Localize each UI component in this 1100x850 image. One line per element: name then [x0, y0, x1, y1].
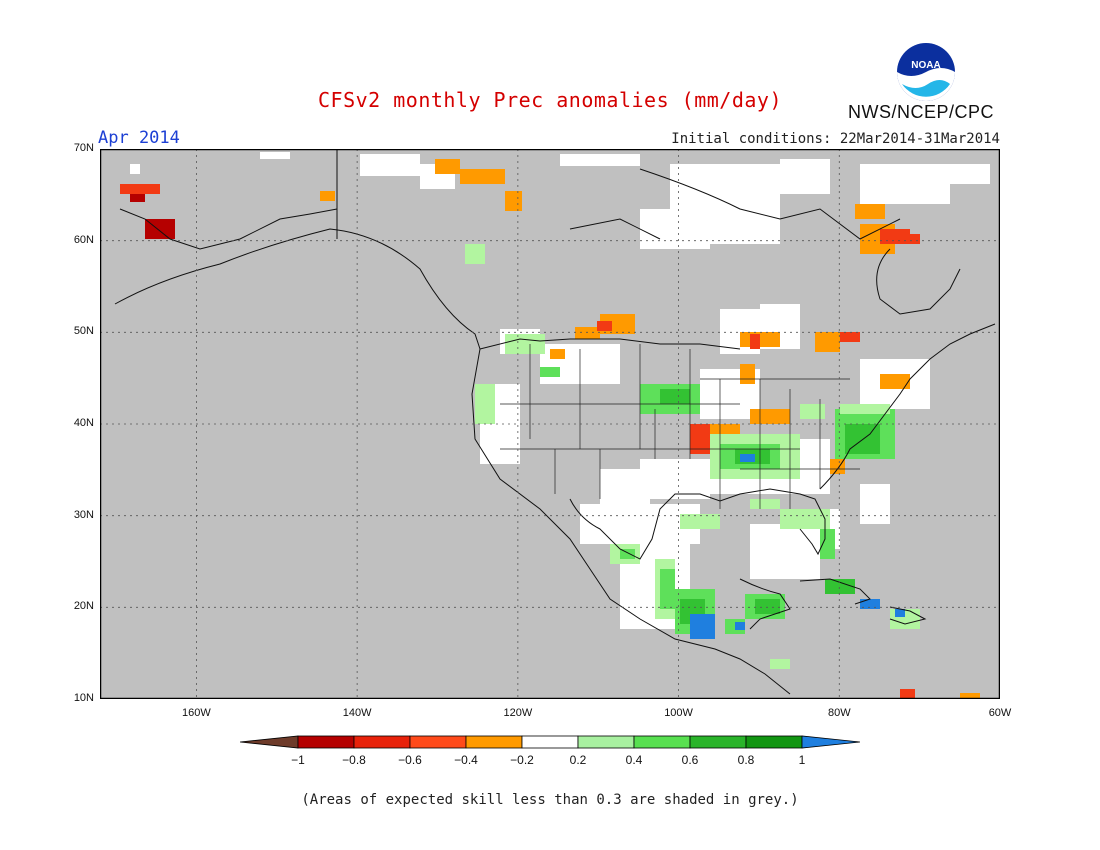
lat-label: 50N	[73, 325, 94, 338]
legend-swatch	[465, 735, 523, 749]
legend-tick-label: −0.8	[342, 753, 366, 767]
legend-tick-label: 0.2	[569, 753, 587, 767]
lat-label: 70N	[73, 142, 94, 154]
legend-tick-label: 0.8	[737, 753, 755, 767]
legend-tick-label: 1	[798, 753, 806, 767]
lon-label: 120W	[503, 707, 533, 719]
lon-label: 80W	[827, 707, 851, 719]
lat-label: 30N	[73, 508, 94, 521]
coastlines	[114, 149, 996, 695]
lon-label: 60W	[988, 707, 1012, 719]
forecast-month: Apr 2014	[98, 128, 180, 148]
legend-swatch	[521, 735, 579, 749]
initial-conditions: Initial conditions: 22Mar2014-31Mar2014	[671, 131, 1000, 147]
legend-swatch	[353, 735, 411, 749]
noaa-logo-icon: NOAA	[897, 43, 955, 101]
lat-label: 20N	[73, 600, 94, 613]
legend-tick-label: −0.6	[398, 753, 422, 767]
lon-label: 160W	[182, 707, 211, 719]
legend-arrow-high	[801, 735, 860, 749]
footnote: (Areas of expected skill less than 0.3 a…	[301, 792, 799, 808]
legend-swatch	[689, 735, 747, 749]
legend-swatch	[409, 735, 467, 749]
agency-label: NWS/NCEP/CPC	[848, 102, 995, 122]
legend-swatch	[297, 735, 355, 749]
legend-swatch	[745, 735, 803, 749]
legend-tick-label: 0.6	[681, 753, 699, 767]
svg-text:NOAA: NOAA	[911, 60, 940, 71]
legend-tick-label: −1	[291, 753, 305, 767]
legend-tick-label: 0.4	[625, 753, 643, 767]
legend-swatch	[577, 735, 635, 749]
legend-swatch	[633, 735, 691, 749]
lon-label: 140W	[342, 707, 372, 719]
positive-anomalies	[130, 164, 920, 669]
legend-tick-label: −0.2	[510, 753, 534, 767]
state-borders	[500, 344, 860, 509]
precip-anomaly-map	[100, 149, 1000, 699]
lat-label: 60N	[73, 233, 94, 246]
legend-tick-label: −0.4	[454, 753, 478, 767]
lat-label: 40N	[73, 417, 94, 429]
lon-label: 100W	[664, 707, 693, 719]
lat-label: 10N	[73, 692, 94, 704]
color-legend	[240, 735, 860, 749]
graticule	[100, 149, 1000, 699]
legend-arrow-low	[240, 735, 299, 749]
chart-title: CFSv2 monthly Prec anomalies (mm/day)	[317, 88, 783, 112]
